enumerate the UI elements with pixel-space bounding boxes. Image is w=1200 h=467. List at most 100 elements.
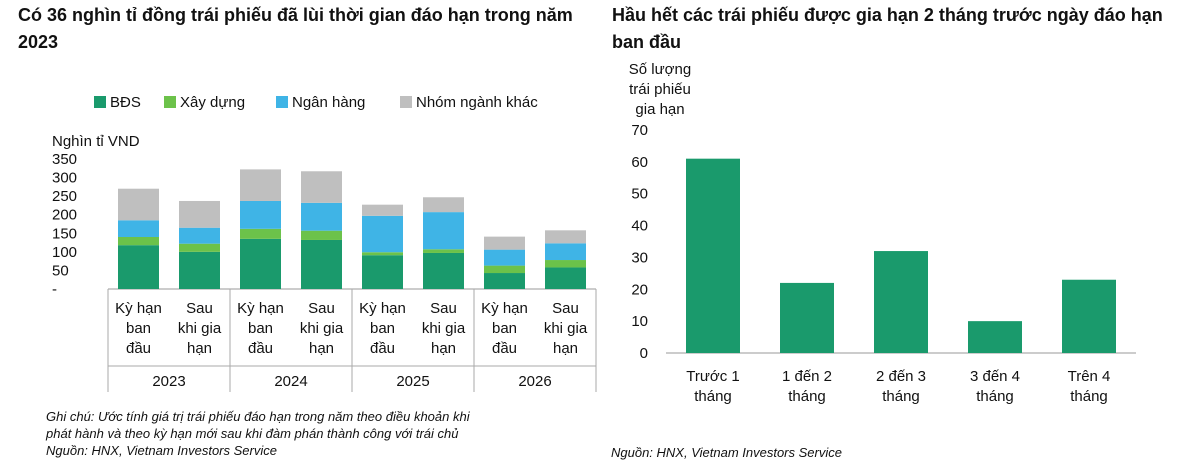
y-tick-label: 200 bbox=[52, 207, 77, 224]
x-category-label: tháng bbox=[882, 388, 920, 405]
bar-segment-4 bbox=[240, 169, 281, 201]
note-line-2: phát hành và theo kỳ hạn mới sau khi đàm… bbox=[46, 426, 459, 441]
bar-segment-2 bbox=[179, 243, 220, 252]
legend-label-3: Ngân hàng bbox=[292, 94, 365, 111]
bar-segment-3 bbox=[118, 220, 159, 237]
y-tick-label: 50 bbox=[52, 262, 69, 279]
legend-swatch-2 bbox=[164, 96, 176, 108]
right-chart-title: Hầu hết các trái phiếu được gia hạn 2 th… bbox=[612, 5, 1163, 52]
x-category-label: ban bbox=[126, 320, 151, 337]
x-category-label: ban bbox=[248, 320, 273, 337]
bar-segment-1 bbox=[240, 238, 281, 289]
x-category-label: Sau bbox=[552, 300, 579, 317]
bar-segment-3 bbox=[545, 243, 586, 261]
x-category-label: hạn bbox=[309, 340, 334, 357]
x-category-label: Sau bbox=[308, 300, 335, 317]
x-category-label: đầu bbox=[248, 340, 273, 357]
x-category-label: tháng bbox=[1070, 388, 1108, 405]
legend-swatch-4 bbox=[400, 96, 412, 108]
bar-segment-1 bbox=[423, 252, 464, 289]
legend-swatch-1 bbox=[94, 96, 106, 108]
bar-segment-4 bbox=[301, 171, 342, 203]
bar-2 bbox=[780, 282, 834, 353]
x-category-label: khi gia bbox=[300, 320, 344, 337]
x-category-label: ban bbox=[492, 320, 517, 337]
y-tick-label: 60 bbox=[631, 154, 648, 171]
bar-segment-4 bbox=[179, 200, 220, 228]
bar-segment-3 bbox=[362, 215, 403, 253]
y-tick-label: 100 bbox=[52, 244, 77, 261]
bar-segment-3 bbox=[484, 249, 525, 266]
bar-segment-1 bbox=[179, 251, 220, 289]
x-category-label: Sau bbox=[186, 300, 213, 317]
left-stacked-bar-chart: BĐS Xây dựng Ngân hàng Nhóm ngành khác Nghìn… bbox=[52, 94, 597, 392]
legend-label-1: BĐS bbox=[110, 94, 141, 111]
x-category-label: tháng bbox=[788, 388, 826, 405]
x-category-label: 1 đến 2 bbox=[782, 368, 832, 385]
y-tick-label: 150 bbox=[52, 225, 77, 242]
year-group-label: 2024 bbox=[274, 373, 307, 390]
x-category-label: hạn bbox=[187, 340, 212, 357]
bar-segment-1 bbox=[301, 239, 342, 289]
y-tick-label: 300 bbox=[52, 170, 77, 187]
x-category-label: hạn bbox=[553, 340, 578, 357]
bar-segment-1 bbox=[484, 273, 525, 289]
x-category-label: tháng bbox=[694, 388, 732, 405]
bar-segment-2 bbox=[301, 230, 342, 240]
year-group-label: 2023 bbox=[152, 373, 185, 390]
bar-segment-1 bbox=[362, 255, 403, 289]
x-category-label: Trước 1 bbox=[686, 368, 740, 385]
note-line-1: Ghi chú: Ước tính giá trị trái phiếu đáo… bbox=[46, 409, 470, 424]
bar-segment-2 bbox=[545, 260, 586, 268]
y-axis-title: trái phiếu bbox=[629, 81, 691, 98]
left-chart-note: Ghi chú: Ước tính giá trị trái phiếu đáo… bbox=[46, 408, 606, 459]
bar-segment-2 bbox=[118, 237, 159, 246]
y-axis-title: Số lượng bbox=[629, 61, 691, 78]
right-chart-source: Nguồn: HNX, Vietnam Investors Service bbox=[611, 445, 842, 460]
bar-1 bbox=[686, 158, 740, 353]
bar-segment-3 bbox=[240, 200, 281, 229]
y-axis-title: Nghìn tỉ VND bbox=[52, 133, 140, 150]
bar-segment-4 bbox=[118, 188, 159, 221]
bar-segment-4 bbox=[423, 197, 464, 213]
y-tick-label: 50 bbox=[631, 186, 648, 203]
bar-segment-1 bbox=[118, 245, 159, 289]
bar-segment-1 bbox=[545, 267, 586, 289]
x-category-label: đầu bbox=[492, 340, 517, 357]
y-tick-label: 0 bbox=[640, 345, 648, 362]
bar-segment-4 bbox=[545, 230, 586, 244]
y-tick-label: 10 bbox=[631, 313, 648, 330]
x-category-label: khi gia bbox=[422, 320, 466, 337]
legend-label-2: Xây dựng bbox=[180, 94, 245, 111]
year-group-label: 2026 bbox=[518, 373, 551, 390]
x-category-label: khi gia bbox=[178, 320, 222, 337]
y-tick-label: 350 bbox=[52, 151, 77, 168]
bar-segment-4 bbox=[484, 236, 525, 250]
x-category-label: đầu bbox=[370, 340, 395, 357]
x-category-label: Kỳ hạn bbox=[359, 300, 406, 317]
y-tick-label: 250 bbox=[52, 188, 77, 205]
x-category-label: Sau bbox=[430, 300, 457, 317]
legend-label-4: Nhóm ngành khác bbox=[416, 94, 538, 111]
right-bar-chart: Số lượng trái phiếu gia hạn 0 10 20 30 40 50 60 70… bbox=[629, 61, 1136, 405]
bar-segment-2 bbox=[362, 252, 403, 256]
legend-swatch-3 bbox=[276, 96, 288, 108]
x-category-label: khi gia bbox=[544, 320, 588, 337]
x-category-label: ban bbox=[370, 320, 395, 337]
note-source: Nguồn: HNX, Vietnam Investors Service bbox=[46, 443, 277, 458]
x-category-label: hạn bbox=[431, 340, 456, 357]
year-group-label: 2025 bbox=[396, 373, 429, 390]
x-category-label: Kỳ hạn bbox=[481, 300, 528, 317]
left-chart-title: Có 36 nghìn tỉ đồng trái phiếu đã lùi th… bbox=[18, 5, 573, 52]
x-category-label: 3 đến 4 bbox=[970, 368, 1020, 385]
x-category-label: Kỳ hạn bbox=[237, 300, 284, 317]
bar-segment-3 bbox=[179, 227, 220, 244]
bar-segment-4 bbox=[362, 204, 403, 216]
y-tick-label: 70 bbox=[631, 122, 648, 139]
y-tick-label: - bbox=[52, 281, 57, 298]
bar-3 bbox=[874, 251, 928, 353]
bar-5 bbox=[1062, 279, 1116, 353]
y-tick-label: 30 bbox=[631, 249, 648, 266]
bar-4 bbox=[968, 321, 1022, 353]
bar-segment-2 bbox=[484, 265, 525, 274]
